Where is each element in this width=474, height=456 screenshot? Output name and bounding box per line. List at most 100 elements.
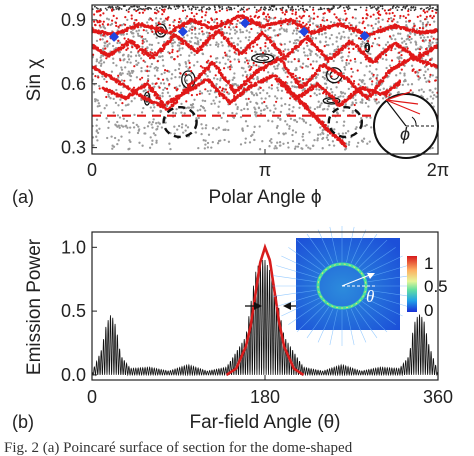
manifold-point — [247, 84, 251, 88]
chaos-point — [132, 32, 135, 35]
manifold-point — [212, 85, 216, 88]
manifold-point — [249, 15, 252, 18]
manifold-point — [135, 92, 139, 96]
manifold-point — [182, 89, 185, 92]
manifold-point — [211, 26, 214, 29]
manifold-point — [225, 98, 229, 102]
manifold-point — [179, 94, 183, 97]
manifold-point — [133, 65, 136, 68]
chaos-point — [246, 107, 249, 111]
chaos-point — [156, 125, 159, 128]
chaos-point — [335, 86, 338, 89]
manifold-point — [135, 23, 139, 26]
chaos-point — [384, 43, 388, 46]
manifold-point — [385, 73, 388, 77]
manifold-point — [406, 47, 409, 50]
chaos-point — [295, 48, 298, 52]
chaos-point — [421, 23, 425, 26]
manifold-point — [205, 61, 208, 64]
chaos-point — [216, 45, 220, 48]
wgm-point — [410, 9, 412, 12]
manifold-point — [250, 66, 253, 69]
manifold-point — [152, 55, 155, 59]
chaos-point — [129, 55, 133, 58]
manifold-point — [205, 11, 208, 14]
chaos-point — [266, 47, 270, 50]
manifold-point — [376, 84, 380, 88]
manifold-point — [106, 40, 109, 43]
chaos-point — [331, 140, 335, 143]
wgm-point — [173, 5, 176, 8]
wgm-point — [177, 5, 180, 8]
manifold-point — [377, 17, 380, 20]
chaos-point — [159, 55, 162, 58]
chaos-point — [308, 48, 311, 51]
manifold-point — [284, 20, 287, 23]
manifold-point — [419, 60, 422, 64]
manifold-point — [289, 73, 293, 77]
chaos-point — [342, 18, 345, 21]
chaos-point — [106, 136, 109, 140]
chaos-point — [279, 17, 283, 20]
manifold-point — [425, 23, 428, 26]
chaos-point — [268, 145, 271, 148]
manifold-point — [124, 28, 127, 31]
manifold-point — [153, 11, 157, 14]
chaos-point — [233, 72, 236, 75]
manifold-point — [387, 89, 390, 93]
chaos-point — [435, 95, 438, 98]
manifold-point — [155, 25, 158, 28]
manifold-point — [412, 68, 415, 71]
chaos-point — [182, 36, 186, 39]
chaos-point — [222, 112, 225, 115]
chaos-point — [118, 126, 121, 129]
chaos-point — [268, 86, 271, 89]
manifold-point — [201, 48, 204, 51]
manifold-point — [93, 20, 96, 23]
chaos-point — [151, 120, 155, 124]
manifold-point — [157, 77, 160, 80]
chaos-point — [291, 139, 295, 143]
chaos-point — [132, 126, 136, 129]
chaos-point — [178, 47, 181, 50]
manifold-point — [254, 14, 257, 17]
wgm-point — [375, 7, 377, 10]
chaos-point — [268, 95, 271, 98]
chaos-point — [99, 59, 102, 63]
wgm-point — [435, 8, 438, 11]
wgm-point — [115, 8, 118, 10]
chaos-point — [287, 48, 290, 51]
chaos-point — [319, 40, 322, 43]
chaos-point — [389, 17, 393, 20]
chaos-point — [248, 35, 251, 39]
wgm-point — [109, 6, 112, 8]
chaos-point — [345, 61, 348, 65]
chaos-point — [232, 26, 235, 29]
chaos-point — [396, 20, 399, 24]
manifold-point — [174, 34, 177, 38]
wgm-point — [240, 7, 243, 10]
manifold-point — [247, 45, 250, 48]
manifold-point — [327, 24, 330, 27]
wgm-point — [174, 8, 177, 11]
chaos-point — [95, 58, 99, 61]
manifold-point — [290, 50, 293, 54]
chaos-point — [156, 69, 159, 72]
manifold-point — [212, 36, 215, 40]
chaos-point — [332, 144, 336, 147]
manifold-point — [287, 20, 290, 23]
manifold-point — [155, 30, 158, 33]
chaos-point — [164, 121, 167, 124]
chaos-point — [168, 94, 171, 98]
manifold-point — [151, 19, 154, 22]
chaos-point — [324, 40, 327, 43]
wgm-point — [164, 5, 167, 8]
manifold-point — [260, 80, 264, 83]
manifold-point — [418, 69, 421, 72]
manifold-point — [112, 78, 116, 81]
chaos-point — [354, 127, 357, 131]
manifold-point — [93, 67, 96, 70]
wgm-point — [218, 5, 220, 8]
manifold-point — [235, 25, 238, 28]
chaos-point — [127, 54, 130, 57]
